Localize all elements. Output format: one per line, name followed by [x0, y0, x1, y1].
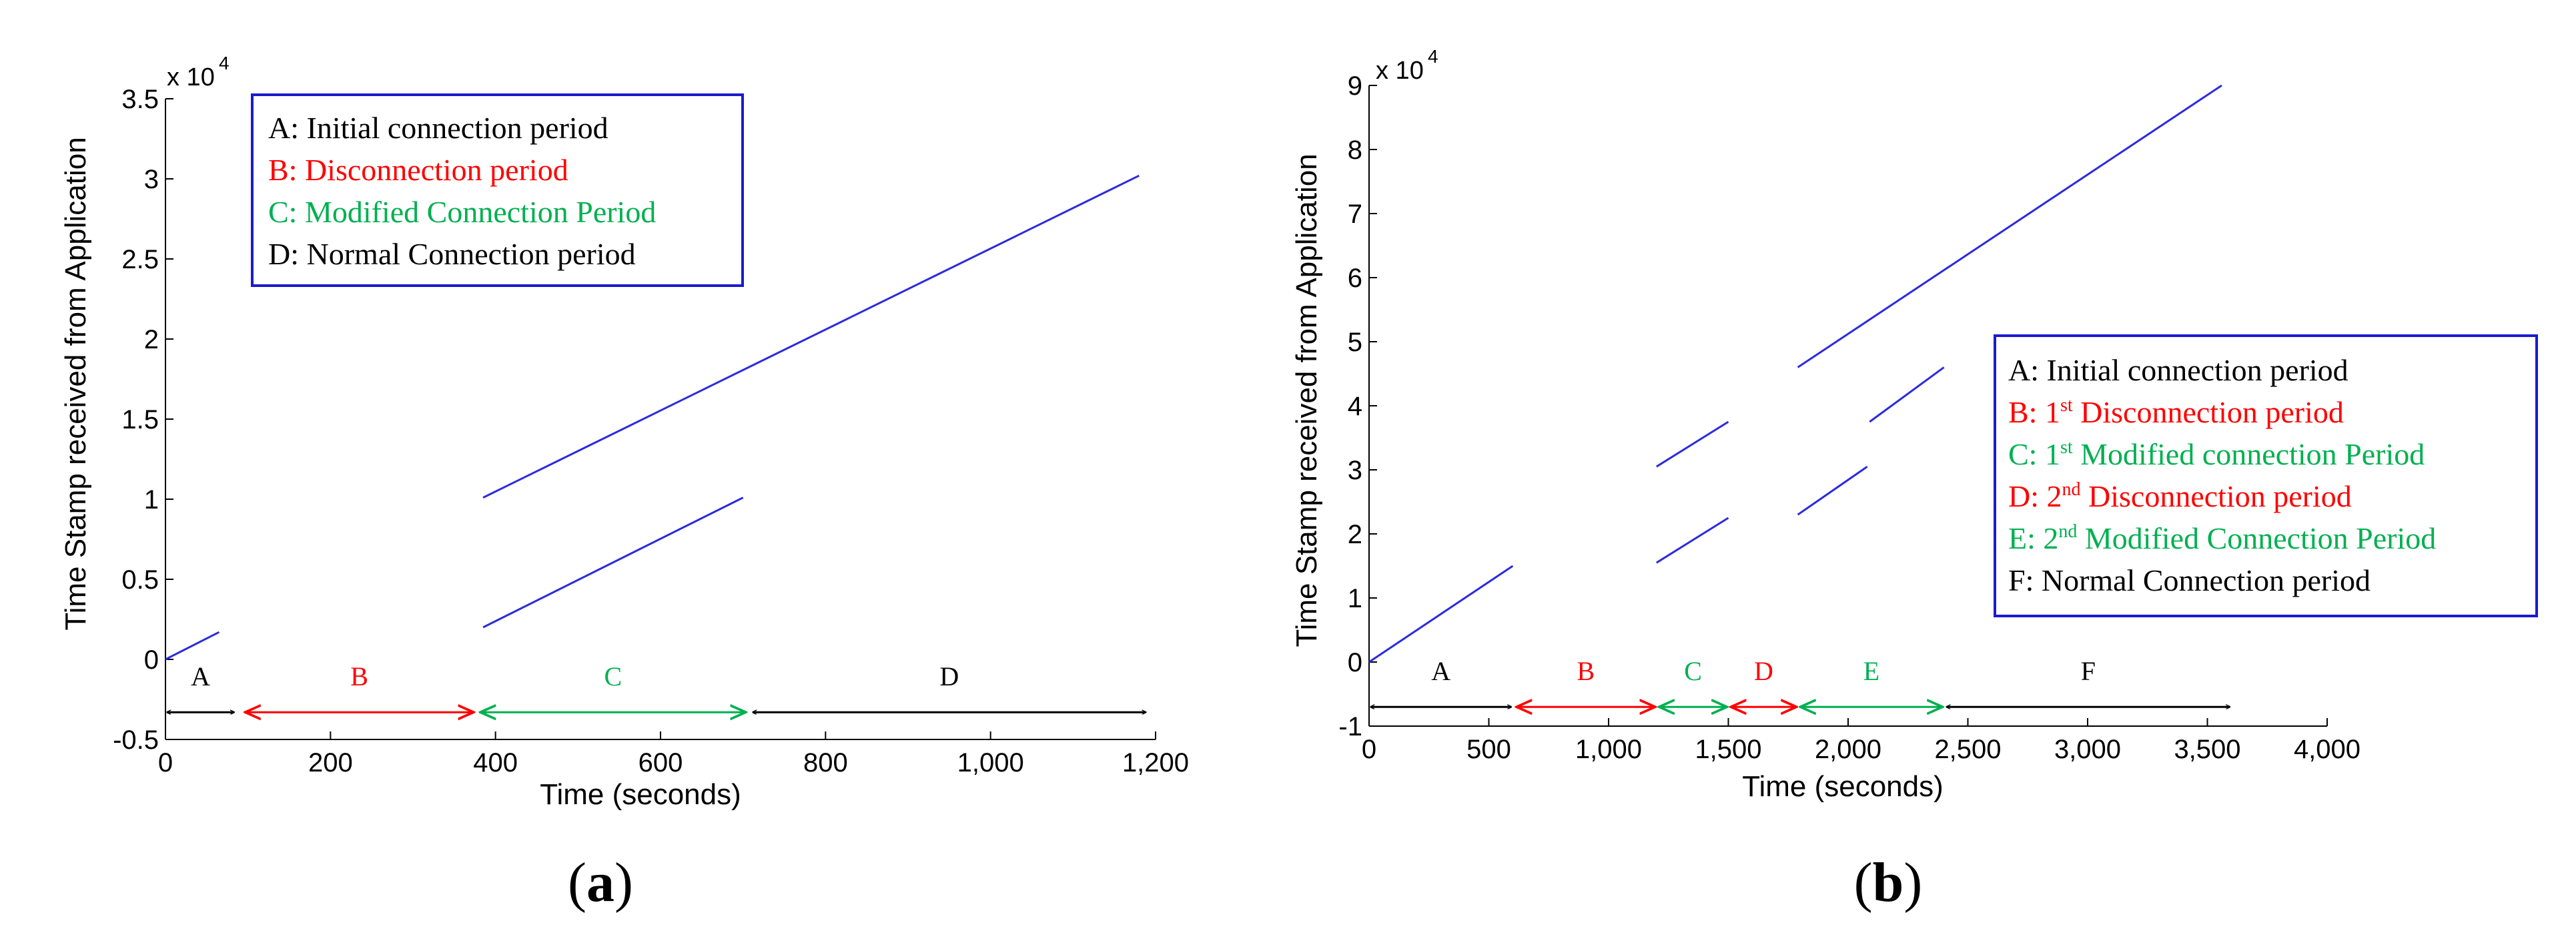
chart-a-xlabel: Time (seconds)	[540, 778, 741, 811]
chart-b-period-label-b: B	[1577, 656, 1595, 686]
chart-b-series-line-1	[1368, 565, 1514, 663]
chart-b-period-label-a: A	[1431, 656, 1450, 686]
chart-b-y-tick-label: 3	[1348, 456, 1362, 485]
chart-a-x-tick-label: 0	[158, 748, 173, 778]
chart-a-x-tick-label: 800	[803, 748, 848, 778]
chart-a-y-tick-label: 2	[144, 325, 159, 354]
chart-b-legend: A: Initial connection period B: 1st Disc…	[1994, 334, 2538, 617]
chart-a-y-tick-label: 1	[144, 485, 159, 515]
chart-b-xlabel: Time (seconds)	[1742, 770, 1944, 803]
chart-a-period-label-d: D	[939, 661, 959, 691]
chart-b-x-tick-label: 500	[1466, 735, 1511, 764]
chart-b-x-tick-label: 1,000	[1575, 735, 1642, 764]
chart-b-legend-entry-d: D: 2nd Disconnection period	[2008, 479, 2352, 513]
chart-a-y-tick-label: 2.5	[121, 245, 159, 274]
chart-b-x-tick-label: 2,500	[1934, 735, 2001, 764]
chart-b-y-multiplier-exp: 4	[1428, 46, 1438, 67]
chart-b-y-tick-label: 7	[1348, 200, 1362, 229]
chart-b-legend-entry-f: F: Normal Connection period	[2008, 563, 2371, 597]
chart-b-y-tick-label: 0	[1348, 648, 1362, 677]
chart-b-y-tick-label: 5	[1348, 328, 1362, 357]
chart-a-y-tick-label: 1.5	[121, 405, 159, 434]
chart-a-y-multiplier: x 10	[167, 63, 215, 91]
chart-b-legend-entry-b: B: 1st Disconnection period	[2008, 395, 2344, 429]
chart-b-ylabel: Time Stamp received from Application	[1290, 153, 1323, 647]
chart-a-period-label-c: C	[604, 661, 622, 691]
chart-b-series-line-5	[1869, 366, 1945, 423]
chart-b-period-label-f: F	[2081, 656, 2096, 686]
chart-b-y-multiplier: x 10	[1376, 57, 1424, 85]
chart-a: 0 200 400 600 800 1,000 1,200-0.500.511.522.53…	[59, 53, 1189, 914]
chart-b-y-tick-label: 4	[1348, 392, 1362, 421]
chart-a-legend: A: Initial connection period B: Disconne…	[251, 93, 744, 287]
chart-b-x-tick-label: 3,500	[2174, 735, 2240, 764]
chart-a-legend-entry-b: B: Disconnection period	[268, 153, 568, 187]
chart-b-y-tick-label: 6	[1348, 264, 1362, 293]
chart-b-legend-entry-e: E: 2nd Modified Connection Period	[2008, 521, 2436, 555]
chart-b-legend-entry-a: A: Initial connection period	[2008, 353, 2348, 387]
chart-b-period-label-c: C	[1684, 656, 1702, 686]
chart-a-x-tick-label: 200	[308, 748, 353, 778]
chart-b-y-tick-label: 2	[1348, 520, 1362, 549]
chart-b: 0 500 1,000 1,500 2,000 2,500 3,000 3,500 4,000 -…	[1290, 46, 2538, 914]
chart-b-x-tick-label: 3,000	[2054, 735, 2121, 764]
chart-a-x-tick-label: 1,200	[1122, 748, 1189, 778]
chart-a-y-tick-label: 0.5	[121, 565, 159, 595]
chart-a-y-tick-label: 0	[144, 645, 159, 675]
chart-a-legend-box	[251, 93, 744, 287]
chart-a-x-tick-label: 400	[473, 748, 518, 778]
chart-b-series-line-3	[1656, 420, 1729, 468]
chart-b-x-tick-label: 1,500	[1695, 735, 1761, 764]
chart-a-y-tick-label: 3	[144, 165, 159, 194]
chart-b-plot-area: 0 500 1,000 1,500 2,000 2,500 3,000 3,500 4,000 -…	[1338, 71, 2360, 764]
chart-b-period-label-d: D	[1754, 656, 1773, 686]
chart-a-panel-label: (a)	[568, 852, 633, 914]
chart-b-period-label-e: E	[1863, 656, 1879, 686]
chart-b-panel-label: (b)	[1854, 852, 1923, 914]
chart-a-plot-area: 0 200 400 600 800 1,000 1,200-0.500.511.522.53…	[113, 85, 1189, 778]
chart-b-series-line-6	[1797, 84, 2222, 368]
chart-a-legend-entry-a: A: Initial connection period	[268, 111, 608, 145]
chart-b-y-tick-label: 8	[1348, 135, 1362, 165]
chart-a-y-tick-label: 3.5	[121, 85, 159, 114]
chart-b-series-line-4	[1797, 465, 1868, 516]
chart-a-legend-entry-c: C: Modified Connection Period	[268, 195, 656, 229]
chart-b-x-tick-label: 0	[1362, 735, 1376, 764]
chart-a-legend-entry-d: D: Normal Connection period	[268, 237, 636, 271]
chart-a-period-label-a: A	[191, 661, 210, 691]
chart-b-legend-entry-c: C: 1st Modified connection Period	[2008, 437, 2425, 471]
chart-b-y-tick-label: -1	[1338, 712, 1362, 741]
chart-b-legend-box	[1994, 334, 2538, 617]
chart-b-x-tick-label: 4,000	[2294, 735, 2360, 764]
chart-b-series-line-2	[1656, 517, 1729, 564]
chart-a-ylabel: Time Stamp received from Application	[59, 137, 92, 630]
chart-a-x-tick-label: 600	[638, 748, 683, 778]
chart-b-y-tick-label: 9	[1348, 71, 1362, 101]
chart-a-y-tick-label: -0.5	[113, 725, 159, 755]
chart-a-series-line-3	[482, 174, 1140, 499]
chart-b-y-tick-label: 1	[1348, 584, 1362, 613]
chart-a-series-line-1	[165, 631, 220, 661]
chart-a-y-multiplier-exp: 4	[219, 53, 230, 73]
chart-b-x-tick-label: 2,000	[1815, 735, 1881, 764]
chart-a-period-label-b: B	[350, 661, 368, 691]
chart-a-x-tick-label: 1,000	[957, 748, 1024, 778]
chart-a-series-line-2	[482, 497, 744, 629]
